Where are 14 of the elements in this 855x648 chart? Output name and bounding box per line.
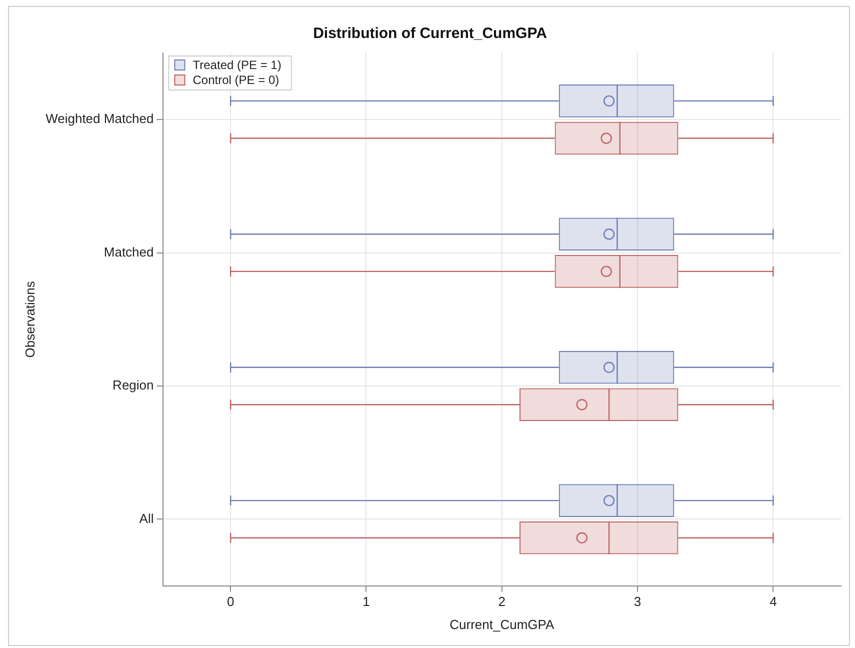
chart-title: Distribution of Current_CumGPA [313,25,548,42]
y-tick-label: Matched [104,244,154,260]
legend-label: Control (PE = 0) [192,72,280,87]
x-tick-label: 0 [226,594,234,610]
y-tick-label: Weighted Matched [46,111,154,126]
legend-label: Treated (PE = 1) [192,58,282,72]
x-tick-label: 3 [634,594,642,610]
x-tick-label: 4 [770,594,777,610]
y-tick-label: All [139,510,154,526]
y-tick-label: Region [112,378,154,393]
x-tick-label: 1 [362,594,370,610]
y-axis-title: Observations [22,280,38,358]
x-axis-title: Current_CumGPA [450,616,554,632]
x-tick-label: 2 [498,594,506,610]
